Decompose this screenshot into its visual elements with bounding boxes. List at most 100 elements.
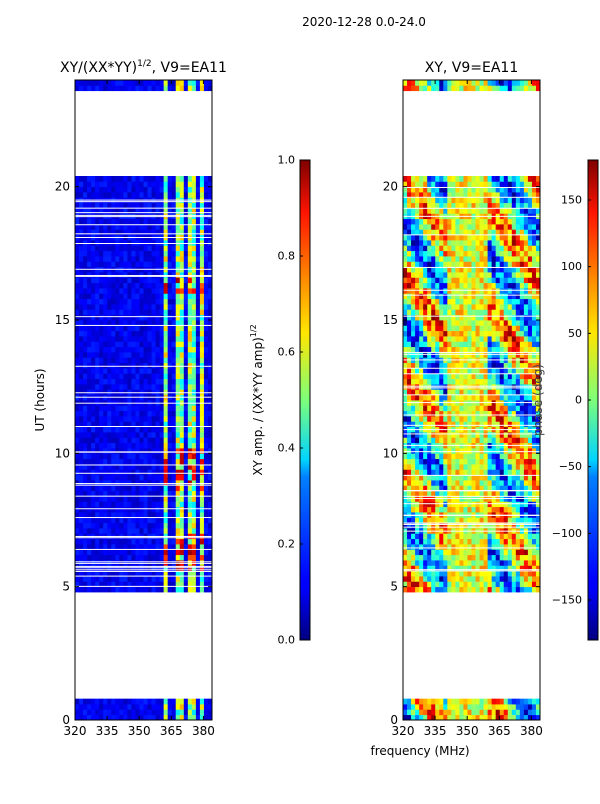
left-heatmap-cell [95, 277, 99, 283]
right-heatmap-cell [480, 320, 484, 326]
left-heatmap-cell [176, 251, 180, 257]
right-heatmap-cell [467, 363, 471, 369]
left-heatmap-cell [144, 325, 148, 331]
left-heatmap-cell [75, 699, 79, 705]
left-heatmap-cell [144, 176, 148, 182]
left-heatmap-cell [176, 373, 180, 379]
left-heatmap-cell [160, 245, 164, 251]
right-heatmap-cell [500, 507, 504, 513]
left-heatmap-cell [168, 320, 172, 326]
right-heatmap-cell [407, 368, 411, 374]
left-heatmap-cell [119, 283, 123, 289]
right-heatmap-cell [528, 571, 532, 577]
left-heatmap-cell [148, 539, 152, 545]
left-heatmap-cell [184, 320, 188, 326]
left-heatmap-cell [184, 555, 188, 561]
right-heatmap-cell [508, 576, 512, 582]
right-heatmap-cell [415, 421, 419, 427]
right-heatmap-cell [500, 389, 504, 395]
left-heatmap-cell [172, 528, 176, 534]
left-heatmap-cell [172, 181, 176, 187]
right-heatmap-cell [431, 544, 435, 550]
right-heatmap-cell [492, 336, 496, 342]
right-heatmap-cell [463, 453, 467, 459]
left-heatmap-cell [164, 181, 168, 187]
right-heatmap-cell [528, 309, 532, 315]
right-heatmap-cell [496, 411, 500, 417]
left-heatmap-cell [152, 475, 156, 481]
right-heatmap-cell [488, 347, 492, 353]
right-heatmap-cell [476, 453, 480, 459]
left-heatmap-cell [119, 261, 123, 267]
left-heatmap-cell [115, 501, 119, 507]
left-flagged-row [75, 403, 212, 404]
right-heatmap-cell [427, 432, 431, 438]
right-heatmap-cell [480, 405, 484, 411]
left-heatmap-cell [103, 560, 107, 566]
left-heatmap-cell [180, 587, 184, 593]
left-heatmap-cell [156, 411, 160, 417]
right-heatmap-cell [512, 437, 516, 443]
right-heatmap-cell [484, 437, 488, 443]
right-heatmap-cell [484, 517, 488, 523]
right-heatmap-cell [524, 587, 528, 593]
left-heatmap-cell [139, 704, 143, 710]
left-heatmap-cell [75, 347, 79, 353]
left-heatmap-cell [164, 304, 168, 310]
left-heatmap-cell [131, 709, 135, 715]
right-heatmap-cell [415, 480, 419, 486]
left-y-axis-label: UT (hours) [33, 368, 47, 431]
left-heatmap-cell [87, 539, 91, 545]
left-heatmap-cell [196, 379, 200, 385]
right-heatmap-cell [512, 331, 516, 337]
right-heatmap-cell [472, 395, 476, 401]
right-heatmap-cell [524, 320, 528, 326]
left-heatmap-cell [111, 341, 115, 347]
right-heatmap-cell [407, 549, 411, 555]
right-heatmap-cell [415, 565, 419, 571]
left-heatmap-cell [152, 512, 156, 518]
left-heatmap-cell [83, 368, 87, 374]
right-heatmap-cell [508, 363, 512, 369]
right-heatmap-cell [443, 587, 447, 593]
left-heatmap-cell [91, 251, 95, 257]
left-heatmap-cell [83, 341, 87, 347]
left-heatmap-cell [99, 288, 103, 294]
left-heatmap-cell [91, 320, 95, 326]
left-heatmap-cell [111, 299, 115, 305]
left-heatmap-cell [192, 448, 196, 454]
right-heatmap-cell [415, 331, 419, 337]
right-heatmap-cell [467, 293, 471, 299]
right-heatmap-cell [500, 571, 504, 577]
right-heatmap-cell [427, 320, 431, 326]
left-heatmap-cell [148, 256, 152, 262]
right-heatmap-cell [463, 709, 467, 715]
right-heatmap-cell [524, 368, 528, 374]
left-heatmap-cell [164, 85, 168, 91]
left-heatmap-cell [164, 315, 168, 321]
left-heatmap-cell [176, 176, 180, 182]
right-heatmap-cell [415, 453, 419, 459]
right-heatmap-cell [411, 459, 415, 465]
left-heatmap-cell [95, 192, 99, 198]
left-heatmap-cell [127, 325, 131, 331]
left-heatmap-cell [180, 363, 184, 369]
right-heatmap-cell [496, 384, 500, 390]
left-heatmap-cell [156, 432, 160, 438]
left-heatmap-cell [127, 453, 131, 459]
right-heatmap-cell [480, 453, 484, 459]
right-heatmap-cell [431, 304, 435, 310]
right-heatmap-cell [500, 379, 504, 385]
right-heatmap-cell [520, 395, 524, 401]
right-heatmap-cell [451, 368, 455, 374]
right-heatmap-cell [508, 368, 512, 374]
right-heatmap-cell [467, 304, 471, 310]
left-heatmap-cell [180, 192, 184, 198]
left-heatmap-cell [123, 469, 127, 475]
left-heatmap-cell [115, 475, 119, 481]
right-heatmap-cell [504, 539, 508, 545]
left-heatmap-cell [111, 416, 115, 422]
left-heatmap-cell [87, 288, 91, 294]
left-heatmap-cell [156, 288, 160, 294]
left-heatmap-cell [135, 704, 139, 710]
